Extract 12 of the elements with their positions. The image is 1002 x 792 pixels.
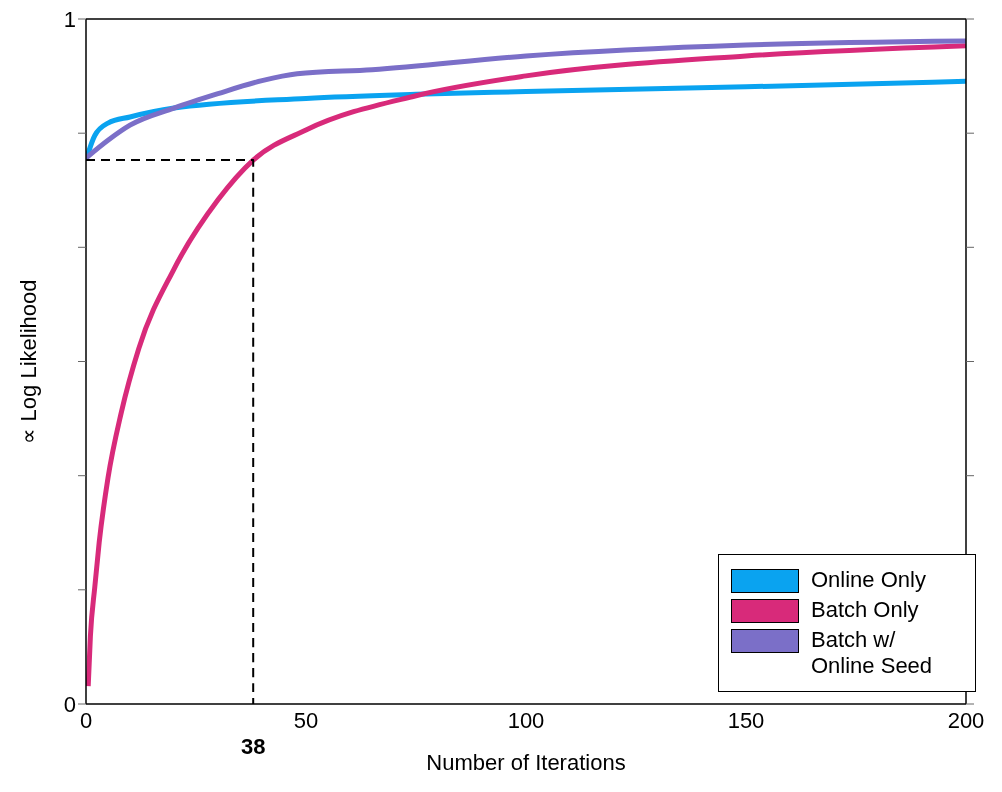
x-tick-label: 50: [293, 707, 319, 733]
legend-label: Batch w/ Online Seed: [811, 627, 934, 679]
y-tick-label: 1: [63, 6, 76, 32]
x-tick-label: 200: [947, 707, 985, 733]
x-tick-label: 150: [727, 707, 765, 733]
x-tick-label: 0: [79, 707, 93, 733]
annotation: 38: [240, 733, 266, 759]
x-tick-label: 100: [507, 707, 545, 733]
legend-label: Batch Only: [811, 597, 919, 623]
x-axis-title: Number of Iterations: [426, 750, 626, 775]
y-axis-title: ∝ Log Likelihood: [15, 279, 41, 444]
legend-label: Online Only: [811, 567, 926, 593]
